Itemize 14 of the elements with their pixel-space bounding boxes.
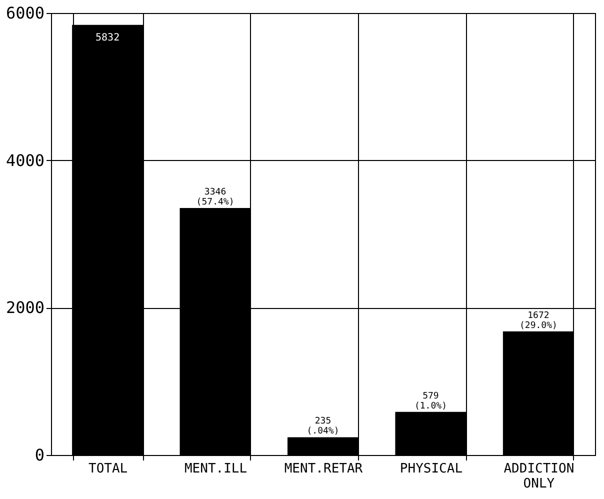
x-tick-label: MENT.ILL bbox=[184, 462, 248, 476]
y-tick-label: 0 bbox=[34, 446, 44, 464]
y-tick-label: 6000 bbox=[6, 4, 44, 22]
data-label: 3346 (57.4%) bbox=[196, 188, 234, 208]
data-label: 1672 (29.0%) bbox=[519, 310, 558, 331]
x-tick-label: TOTAL bbox=[88, 462, 128, 476]
x-tick-label: MENT.RETAR bbox=[284, 462, 363, 476]
data-label: 235 (.04%) bbox=[306, 416, 340, 437]
x-tick-label: PHYSICAL bbox=[400, 462, 463, 476]
data-label: 579 (1.0%) bbox=[414, 391, 447, 412]
y-tick-label: 4000 bbox=[6, 150, 44, 170]
data-label: 5832 bbox=[96, 32, 120, 44]
y-tick-label: 2000 bbox=[6, 298, 44, 318]
x-tick-label: ADDICTION ONLY bbox=[504, 462, 574, 492]
